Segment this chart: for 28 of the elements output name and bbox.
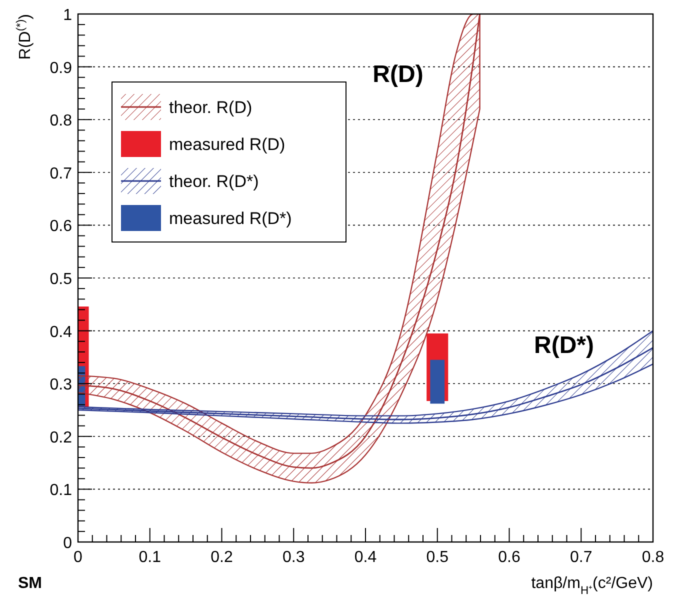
y-tick-label: 0.5 [50,271,72,288]
annotation: R(D*) [534,332,594,359]
x-axis-title: tanβ/m$_{H⁺}$(c²/GeV) [531,575,653,597]
legend-label: theor. R(D) [169,98,252,117]
y-tick-label: 0.2 [50,429,72,446]
x-tick-label: 0.3 [282,549,305,566]
y-tick-label: 1 [63,7,72,24]
y-tick-label: 0.1 [50,482,72,500]
annotation: R(D) [372,61,424,88]
y-tick-label: 0.3 [50,376,72,394]
y-tick-label: 0.8 [50,112,72,130]
y-tick-label: 0 [63,535,72,552]
x-tick-label: 0.5 [426,549,449,566]
x-tick-label: 0.4 [354,549,377,566]
y-tick-label: 0.4 [50,324,72,341]
legend-label: measured R(D*) [169,209,292,228]
y-tick-label: 0.7 [50,165,72,182]
x-tick-label: 0 [74,549,83,566]
x-tick-label: 0.2 [210,549,233,566]
legend-label: measured R(D) [169,135,286,154]
y-tick-label: 0.6 [50,218,72,236]
y-tick-label: 0.9 [50,60,72,77]
x-tick-label: 0.1 [138,549,162,566]
x-tick-label: 0.6 [498,549,520,566]
text: SM [18,575,42,592]
x-tick-label: 0.7 [570,549,592,566]
legend-label: theor. R(D*) [169,172,259,191]
x-tick-label: 0.8 [642,549,664,566]
